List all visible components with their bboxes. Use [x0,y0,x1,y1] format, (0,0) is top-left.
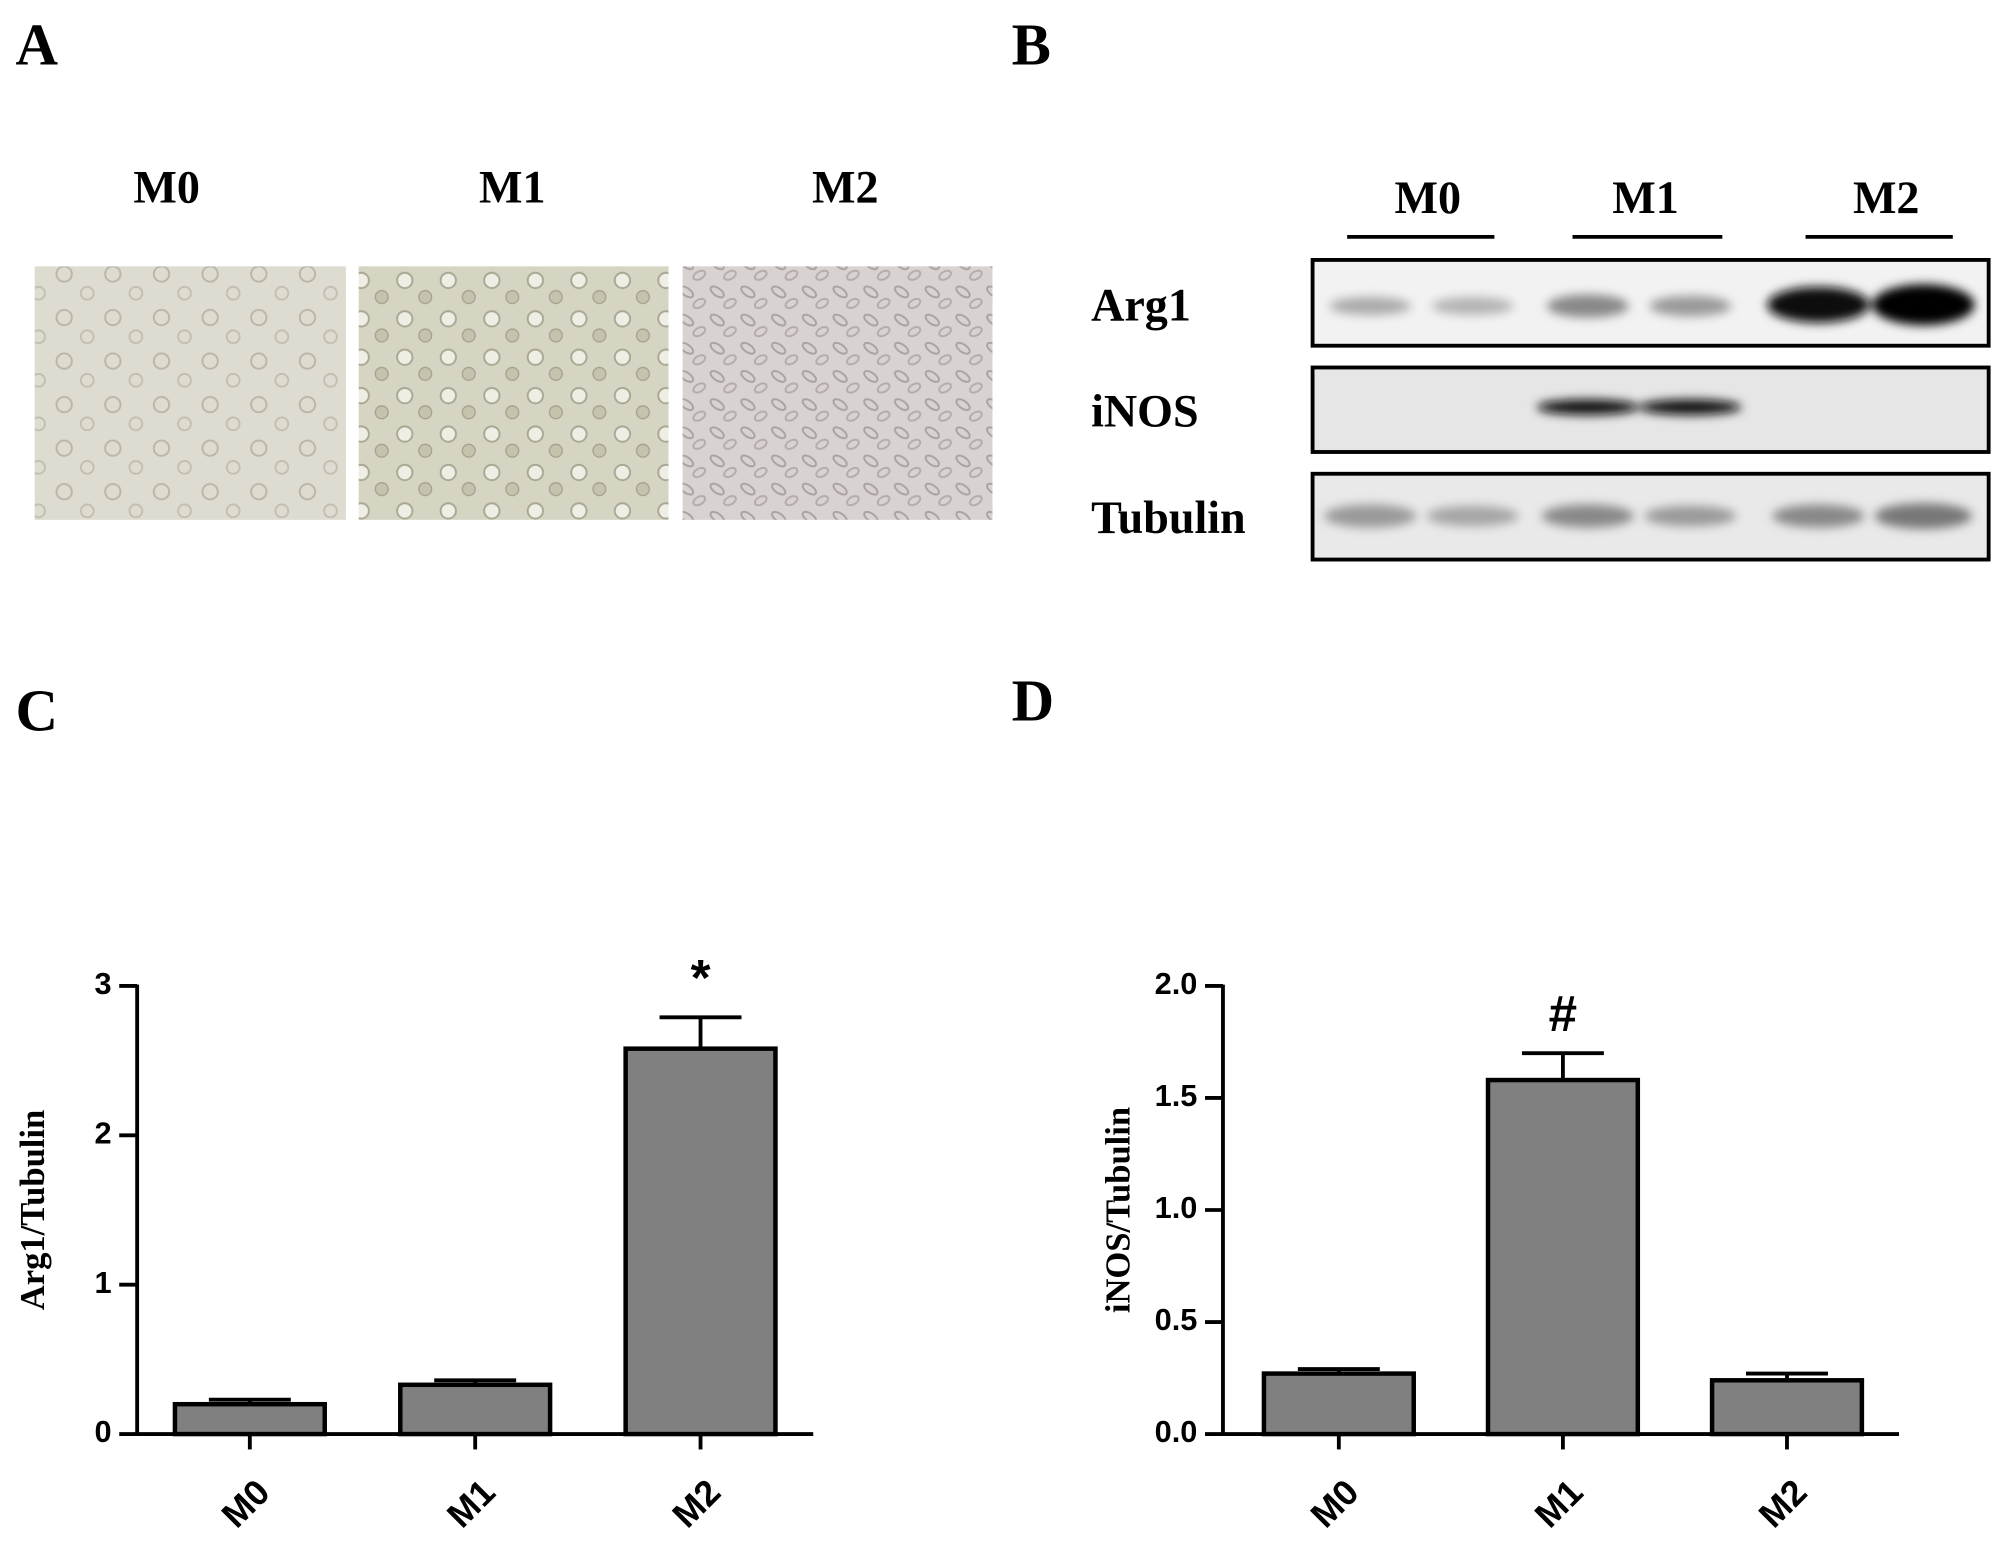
blot-row-label: Tubulin [1091,492,1246,543]
y-tick-label: 1 [94,1265,111,1300]
y-tick-label: 3 [94,966,111,1001]
x-tick-label: M0 [1303,1472,1366,1535]
micrograph [682,266,993,520]
y-tick-label: 2 [94,1115,111,1150]
micrograph-label: M2 [812,162,879,213]
blot-row-label: Arg1 [1091,279,1191,330]
x-tick-label: M2 [665,1472,728,1535]
micrograph-label: M0 [133,162,200,213]
y-tick-label: 1.0 [1155,1190,1198,1225]
panel-label: C [16,679,59,744]
panel-label: B [1012,13,1051,78]
micrograph [358,266,669,520]
y-axis-label: iNOS/Tubulin [1100,1107,1138,1313]
x-tick-label: M2 [1751,1472,1814,1535]
group-label: M0 [1395,172,1462,223]
x-tick-label: M1 [439,1472,502,1535]
group-label: M2 [1853,172,1920,223]
bar [1485,1077,1641,1437]
y-tick-label: 0 [94,1414,111,1449]
y-tick-label: 0.0 [1155,1414,1198,1449]
y-tick-label: 0.5 [1155,1302,1198,1337]
blot [1310,258,1991,562]
bar [398,1382,553,1437]
significance-mark: * [691,949,711,1006]
x-tick-label: M0 [214,1472,277,1535]
bar [1709,1378,1865,1437]
x-tick-label: M1 [1527,1472,1590,1535]
micrograph [34,266,346,520]
bar [623,1046,778,1437]
blot-row-label: iNOS [1091,386,1199,437]
panel-label: A [16,13,59,78]
bar [1261,1371,1416,1437]
y-tick-label: 2.0 [1155,966,1198,1001]
panel-label: D [1012,668,1055,733]
bar [172,1401,327,1437]
y-tick-label: 1.5 [1155,1078,1198,1113]
micrograph-label: M1 [479,162,546,213]
y-axis-label: Arg1/Tubulin [14,1110,52,1310]
significance-mark: # [1549,985,1577,1042]
group-label: M1 [1612,172,1679,223]
